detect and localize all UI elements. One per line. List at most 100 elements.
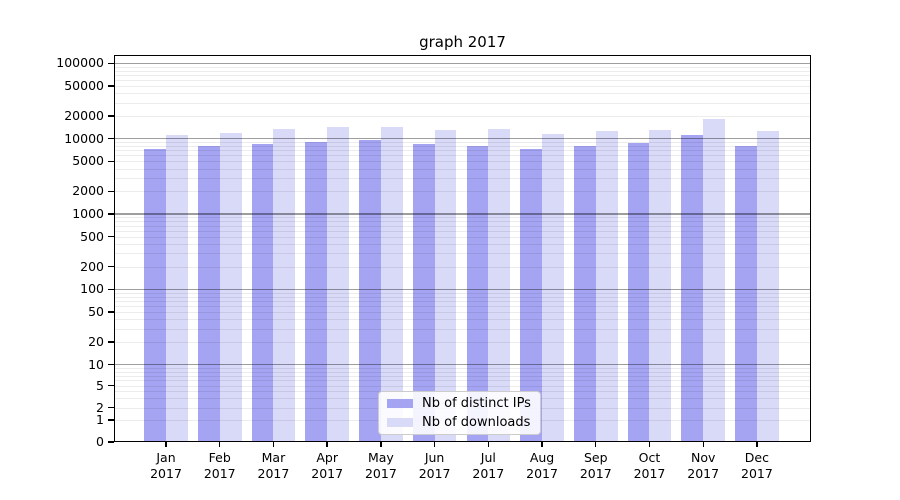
x-tick-month: Apr <box>316 450 338 465</box>
gridline-minor <box>114 161 811 163</box>
bar-distinct-ips-may <box>359 140 381 442</box>
x-tick-label-may: May 2017 <box>349 450 413 482</box>
bar-downloads-sep <box>595 131 618 442</box>
x-tick-label-apr: Apr 2017 <box>295 450 359 482</box>
bar-distinct-ips-sep <box>573 146 596 442</box>
y-tick-mark <box>108 213 114 215</box>
bar-distinct-ips-jan <box>144 149 166 442</box>
x-tick-year: 2017 <box>203 466 236 481</box>
x-tick-label-sep: Sep 2017 <box>564 450 628 482</box>
bar-distinct-ips-feb <box>197 145 220 442</box>
legend-swatch-distinct-ips-icon <box>387 399 413 408</box>
gridline-minor <box>114 296 811 298</box>
bar-distinct-ips-oct <box>627 143 650 442</box>
bar-downloads-apr <box>327 126 349 442</box>
x-tick-year: 2017 <box>687 466 720 481</box>
gridline-major-10000 <box>114 137 811 140</box>
x-tick-label-oct: Oct 2017 <box>617 450 681 482</box>
gridline-minor <box>114 342 811 344</box>
gridline-minor <box>114 79 811 81</box>
gridline-minor <box>114 375 811 377</box>
y-tick-mark <box>108 62 114 64</box>
gridline-minor <box>114 225 811 227</box>
gridline-minor <box>114 266 811 268</box>
legend-item-distinct-ips: Nb of distinct IPs <box>387 396 532 411</box>
gridline-minor <box>114 74 811 76</box>
y-tick-label: 50 <box>88 304 104 320</box>
gridline-minor <box>114 371 811 373</box>
bar-downloads-nov <box>703 119 725 442</box>
x-tick-year: 2017 <box>579 466 612 481</box>
y-tick-mark <box>108 385 114 387</box>
x-tick-mark <box>219 442 221 447</box>
y-tick-label: 2000 <box>72 183 104 199</box>
gridline-minor <box>114 328 811 330</box>
x-tick-label-nov: Nov 2017 <box>671 450 735 482</box>
gridline-minor <box>114 178 811 180</box>
gridline-minor <box>114 191 811 193</box>
x-tick-label-feb: Feb 2017 <box>188 450 252 482</box>
y-tick-label: 5 <box>96 377 104 393</box>
bar-distinct-ips-aug <box>520 148 543 442</box>
x-tick-year: 2017 <box>311 466 344 481</box>
x-tick-mark <box>487 442 489 447</box>
x-tick-month: Jul <box>480 450 496 465</box>
legend-label-downloads: Nb of downloads <box>422 415 531 430</box>
x-tick-month: Jun <box>424 450 445 465</box>
x-tick-year: 2017 <box>741 466 773 481</box>
y-tick-label: 5000 <box>72 153 104 169</box>
y-tick-mark <box>108 115 114 117</box>
gridline-minor <box>114 385 811 387</box>
gridline-minor <box>114 102 811 104</box>
y-tick-label: 1000 <box>72 206 104 221</box>
bar-distinct-ips-mar <box>251 143 274 442</box>
gridline-minor <box>114 244 811 245</box>
bar-distinct-ips-nov <box>681 134 704 442</box>
y-tick-label: 0 <box>96 434 104 449</box>
gridline-minor <box>114 221 811 223</box>
gridline-minor <box>114 230 811 232</box>
x-tick-mark <box>648 442 651 447</box>
bar-downloads-oct <box>649 130 672 442</box>
gridline-minor <box>114 292 811 294</box>
y-tick-mark <box>108 364 114 366</box>
gridline-minor <box>114 253 811 255</box>
x-tick-year: 2017 <box>150 466 182 481</box>
y-tick-label: 10 <box>88 356 104 372</box>
y-tick-label: 100000 <box>56 55 104 71</box>
gridline-minor <box>114 142 811 144</box>
gridline-major-100 <box>114 288 811 291</box>
bar-downloads-aug <box>542 133 564 442</box>
x-tick-month: Aug <box>529 450 555 465</box>
x-tick-month: Jan <box>156 450 176 465</box>
gridline-minor <box>114 319 811 321</box>
x-tick-label-jul: Jul 2017 <box>456 450 520 482</box>
x-tick-year: 2017 <box>472 466 505 481</box>
gridline-minor <box>114 168 811 170</box>
legend-swatch-downloads-icon <box>387 418 413 427</box>
y-tick-mark <box>108 160 114 162</box>
gridline-minor <box>114 306 811 308</box>
x-tick-mark <box>541 442 543 447</box>
y-tick-mark <box>108 419 114 421</box>
x-tick-mark <box>756 442 758 447</box>
legend-label-distinct-ips: Nb of distinct IPs <box>422 396 531 411</box>
bar-distinct-ips-jul <box>466 145 489 442</box>
x-tick-month: Mar <box>261 450 286 465</box>
x-tick-mark <box>595 442 597 447</box>
bar-downloads-may <box>380 127 403 442</box>
y-tick-mark <box>108 235 114 238</box>
x-tick-month: Oct <box>638 450 661 465</box>
x-tick-label-jan: Jan 2017 <box>134 450 198 482</box>
x-tick-month: Nov <box>690 450 716 465</box>
gridline-minor <box>114 85 811 87</box>
x-tick-mark <box>433 442 436 447</box>
x-tick-label-aug: Aug 2017 <box>510 450 574 482</box>
gridline-minor <box>114 301 811 303</box>
y-tick-mark <box>108 288 114 291</box>
bar-downloads-jan <box>166 134 188 442</box>
x-tick-month: Sep <box>583 450 608 465</box>
